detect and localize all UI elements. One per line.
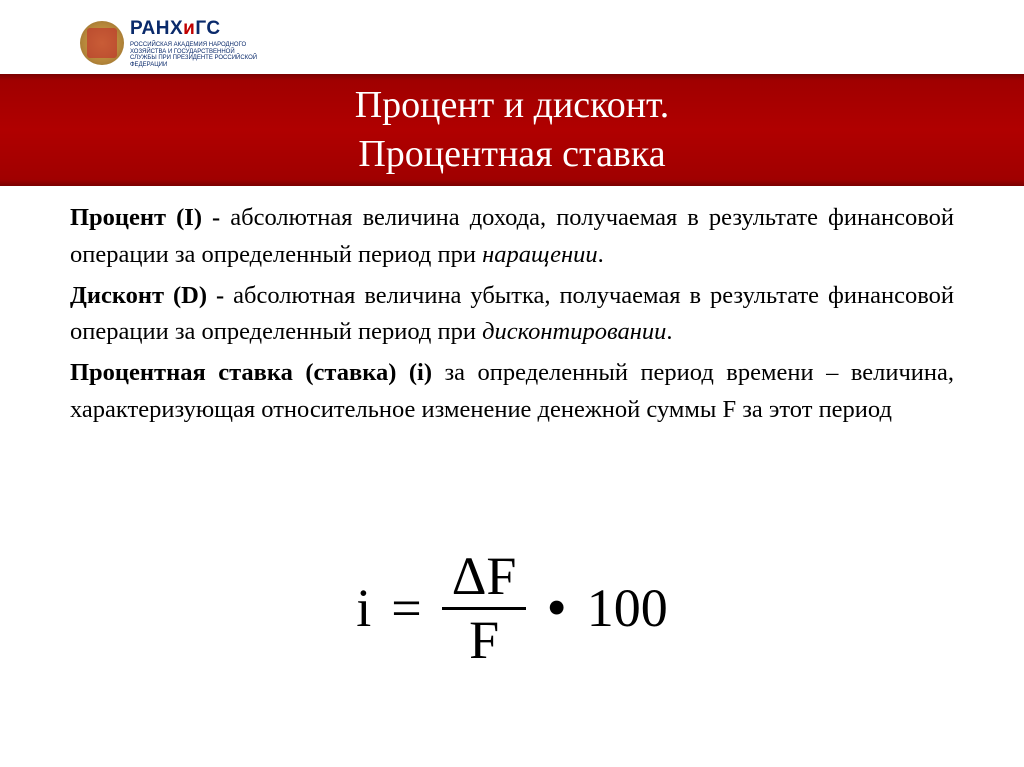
- def-discount-text-2: .: [666, 318, 672, 345]
- formula-multiplier: 100: [587, 577, 668, 639]
- logo-subtitle: РОССИЙСКАЯ АКАДЕМИЯ НАРОДНОГО ХОЗЯЙСТВА …: [130, 42, 260, 68]
- definition-percent: Процент (I) - абсолютная величина дохода…: [70, 200, 954, 274]
- formula-block: i = ΔF F • 100: [0, 548, 1024, 668]
- logo-text-block: РАНХиГС РОССИЙСКАЯ АКАДЕМИЯ НАРОДНОГО ХО…: [130, 18, 260, 68]
- emblem-icon: [80, 21, 124, 65]
- title-line-2: Процентная ставка: [358, 130, 665, 179]
- slide-body: Процент (I) - абсолютная величина дохода…: [70, 200, 954, 433]
- slide-title-bar: Процент и дисконт. Процентная ставка: [0, 74, 1024, 186]
- def-percent-text-2: .: [598, 241, 604, 268]
- definition-discount: Дисконт (D) - абсолютная величина убытка…: [70, 278, 954, 352]
- logo-title: РАНХиГС: [130, 18, 260, 40]
- term-rate: Процентная ставка (ставка) (i): [70, 359, 445, 386]
- formula-fraction: ΔF F: [442, 548, 527, 668]
- formula-denominator: F: [459, 610, 509, 669]
- definition-rate: Процентная ставка (ставка) (i) за опреде…: [70, 355, 954, 429]
- def-percent-italic: наращении: [482, 241, 598, 268]
- title-line-1: Процент и дисконт.: [355, 81, 670, 130]
- logo-part-2: и: [183, 18, 195, 39]
- def-discount-italic: дисконтировании: [482, 318, 666, 345]
- formula-eq: =: [391, 577, 421, 639]
- formula-row: i = ΔF F • 100: [356, 548, 668, 668]
- formula-lhs: i: [356, 577, 371, 639]
- logo-part-1: РАНХ: [130, 18, 183, 39]
- term-percent: Процент (I) -: [70, 204, 230, 231]
- institution-logo: РАНХиГС РОССИЙСКАЯ АКАДЕМИЯ НАРОДНОГО ХО…: [80, 18, 260, 68]
- logo-part-3: ГС: [195, 18, 220, 39]
- term-discount: Дисконт (D) -: [70, 282, 233, 309]
- formula-dot: •: [546, 579, 566, 637]
- formula-numerator: ΔF: [442, 548, 527, 610]
